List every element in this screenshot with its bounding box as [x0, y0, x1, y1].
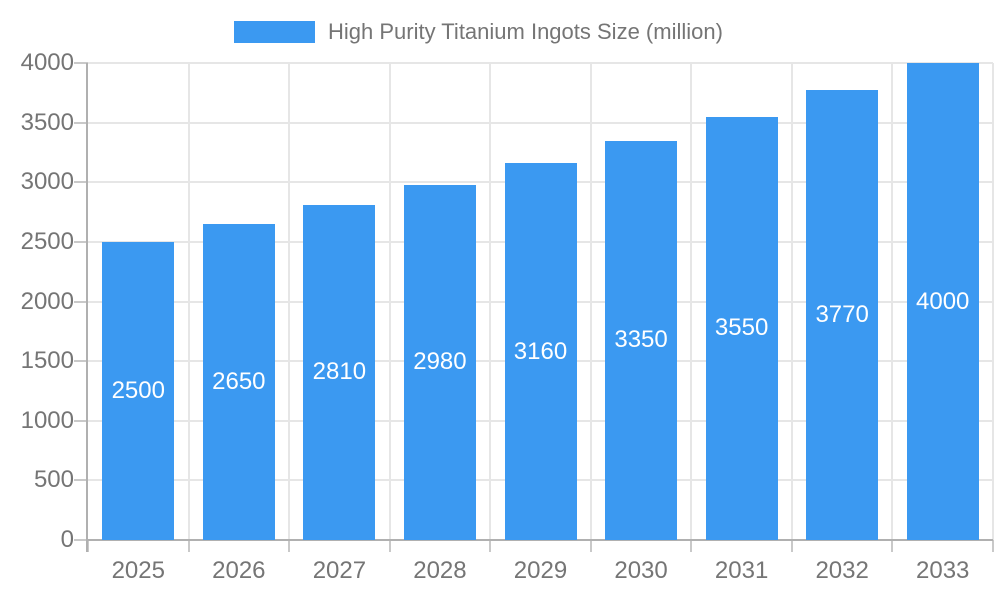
x-axis-label: 2031 — [714, 557, 769, 584]
bar-2025 — [102, 241, 175, 540]
x-axis-tick — [388, 540, 391, 552]
x-axis-label: 2027 — [312, 557, 367, 584]
x-axis-tick — [87, 540, 89, 552]
bar-value-label: 3350 — [614, 326, 668, 354]
bar-value-label: 2500 — [111, 376, 165, 404]
v-gridline — [288, 63, 291, 540]
y-axis-tick — [74, 539, 88, 541]
v-gridline — [992, 63, 994, 540]
legend-label: High Purity Titanium Ingots Size (millio… — [328, 19, 723, 44]
bar-2033 — [906, 63, 979, 540]
h-gridline — [88, 62, 993, 64]
y-axis-tick — [74, 62, 88, 64]
bar-value-label: 3160 — [513, 337, 568, 365]
bar-2031 — [705, 116, 778, 540]
v-gridline — [388, 63, 391, 540]
x-axis-tick — [489, 540, 492, 552]
y-axis-label: 2000 — [20, 287, 74, 315]
y-axis-tick — [74, 479, 88, 482]
x-axis-label: 2030 — [614, 557, 668, 584]
x-axis-tick — [187, 540, 190, 552]
y-axis-label: 1500 — [20, 347, 74, 375]
y-axis-line — [86, 63, 88, 552]
y-axis-tick — [74, 121, 88, 124]
y-axis-tick — [74, 300, 88, 303]
x-axis-label: 2025 — [111, 557, 165, 584]
bar-value-label: 2980 — [413, 348, 467, 376]
x-axis-label: 2028 — [413, 557, 467, 584]
x-axis-label: 2029 — [513, 557, 568, 584]
x-axis-tick — [589, 540, 592, 552]
y-axis-label: 3500 — [20, 108, 74, 136]
legend-item[interactable]: High Purity Titanium Ingots Size (millio… — [234, 19, 723, 45]
y-axis-tick — [74, 360, 88, 363]
v-gridline — [187, 63, 190, 540]
y-axis-label: 500 — [33, 466, 74, 494]
bar-value-label: 2650 — [212, 367, 266, 395]
v-gridline — [790, 63, 793, 540]
x-axis-label: 2033 — [916, 557, 970, 584]
bar-value-label: 2810 — [312, 358, 367, 386]
x-axis-line — [86, 539, 993, 541]
y-axis-label: 3000 — [20, 168, 74, 196]
bar-2030 — [605, 140, 678, 540]
x-axis-label: 2026 — [212, 557, 266, 584]
x-axis-tick — [690, 540, 693, 552]
v-gridline — [891, 63, 894, 540]
bar-value-label: 3550 — [714, 314, 769, 342]
bar-value-label: 3770 — [815, 301, 869, 329]
legend-swatch — [234, 21, 315, 43]
y-axis-label: 1000 — [20, 406, 74, 434]
x-axis-tick — [288, 540, 291, 552]
v-gridline — [489, 63, 492, 540]
y-axis-label: 2500 — [20, 227, 74, 255]
v-gridline — [589, 63, 592, 540]
y-axis-tick — [74, 419, 88, 422]
y-axis-label: 4000 — [20, 49, 74, 76]
bar-2029 — [504, 163, 577, 540]
bar-value-label: 4000 — [916, 287, 970, 315]
bar-2026 — [202, 223, 275, 540]
x-axis-tick — [992, 540, 994, 552]
x-axis-label: 2032 — [815, 557, 869, 584]
x-axis-tick — [790, 540, 793, 552]
y-axis-label: 0 — [60, 526, 74, 553]
h-gridline — [88, 121, 993, 124]
bar-2028 — [403, 184, 476, 540]
bar-2027 — [303, 204, 376, 540]
bar-2032 — [806, 90, 879, 540]
y-axis-tick — [74, 240, 88, 243]
x-axis-tick — [891, 540, 894, 552]
v-gridline — [690, 63, 693, 540]
y-axis-tick — [74, 181, 88, 184]
